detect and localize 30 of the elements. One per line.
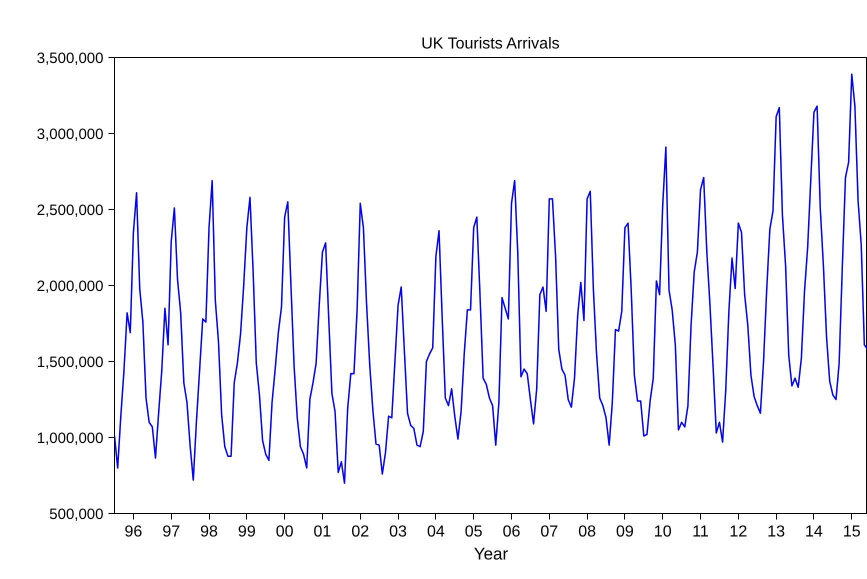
y-tick-label: 3,500,000 — [36, 50, 104, 67]
x-tick-label: 97 — [162, 524, 180, 540]
chart-title: UK Tourists Arrivals — [421, 36, 560, 52]
y-tick-label: 1,000,000 — [36, 430, 104, 447]
x-tick-label: 96 — [124, 524, 142, 540]
x-tick-label: 12 — [729, 524, 748, 540]
x-axis-title: Year — [474, 544, 509, 564]
x-tick-label: 15 — [842, 524, 861, 540]
x-tick-label: 07 — [540, 524, 558, 540]
y-tick-label: 500,000 — [49, 506, 104, 523]
x-tick-label: 09 — [616, 524, 634, 540]
x-tick-label: 06 — [502, 524, 520, 540]
x-tick-label: 08 — [578, 524, 596, 540]
x-tick-label: 99 — [238, 524, 256, 540]
y-tick-label: 3,000,000 — [36, 126, 104, 143]
x-tick-label: 11 — [692, 524, 709, 540]
y-tick-label: 2,500,000 — [36, 202, 104, 219]
x-tick-label: 10 — [654, 524, 672, 540]
x-tick-label: 05 — [464, 524, 483, 540]
y-tick-label: 2,000,000 — [36, 278, 104, 295]
line-series — [114, 73, 867, 484]
x-tick-label: 04 — [426, 524, 445, 540]
y-tick-label: 1,500,000 — [36, 354, 104, 371]
x-tick-label: 00 — [276, 524, 294, 540]
x-tick-label: 02 — [351, 524, 370, 540]
x-tick-label: 03 — [389, 524, 408, 540]
x-tick-label: 14 — [805, 524, 823, 540]
x-tick-label: 01 — [314, 524, 332, 540]
x-tick-label: 13 — [767, 524, 786, 540]
x-tick-label: 98 — [200, 524, 218, 540]
